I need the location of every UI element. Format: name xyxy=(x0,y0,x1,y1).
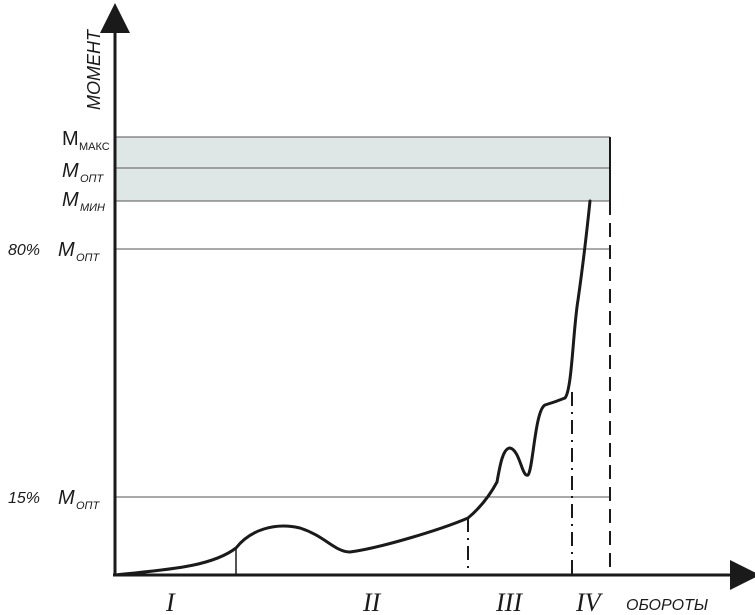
m-max-sub: МАКС xyxy=(79,141,110,153)
m-max-label: M МАКС xyxy=(62,128,110,153)
p15-label: 15% M ОПТ xyxy=(8,487,101,512)
m-max-base: M xyxy=(62,128,79,150)
p15-base: M xyxy=(58,487,75,509)
x-axis-label: ОБОРОТЫ xyxy=(626,597,708,614)
p80-label: 80% M ОПТ xyxy=(8,239,101,264)
p15-sub: ОПТ xyxy=(76,500,101,512)
zone-label-iv: IV xyxy=(575,588,604,615)
m-opt-label: M ОПТ xyxy=(62,160,105,185)
m-min-label: M МИН xyxy=(62,189,105,214)
zone-label-ii: II xyxy=(362,588,382,615)
zone-label-iii: III xyxy=(495,588,523,615)
p80-base: M xyxy=(58,239,75,261)
m-min-sub: МИН xyxy=(80,202,105,214)
p80-sub: ОПТ xyxy=(76,252,101,264)
zone-label-i: I xyxy=(165,588,176,615)
y-axis-label: МОМЕНТ xyxy=(84,28,104,110)
torque-curve xyxy=(113,199,592,577)
m-opt-base: M xyxy=(62,160,79,182)
level-lines xyxy=(115,136,610,498)
p80-prefix: 80% xyxy=(8,242,40,259)
p15-prefix: 15% xyxy=(8,490,40,507)
tolerance-band xyxy=(115,137,610,201)
m-opt-sub: ОПТ xyxy=(80,173,105,185)
m-min-base: M xyxy=(62,189,79,211)
